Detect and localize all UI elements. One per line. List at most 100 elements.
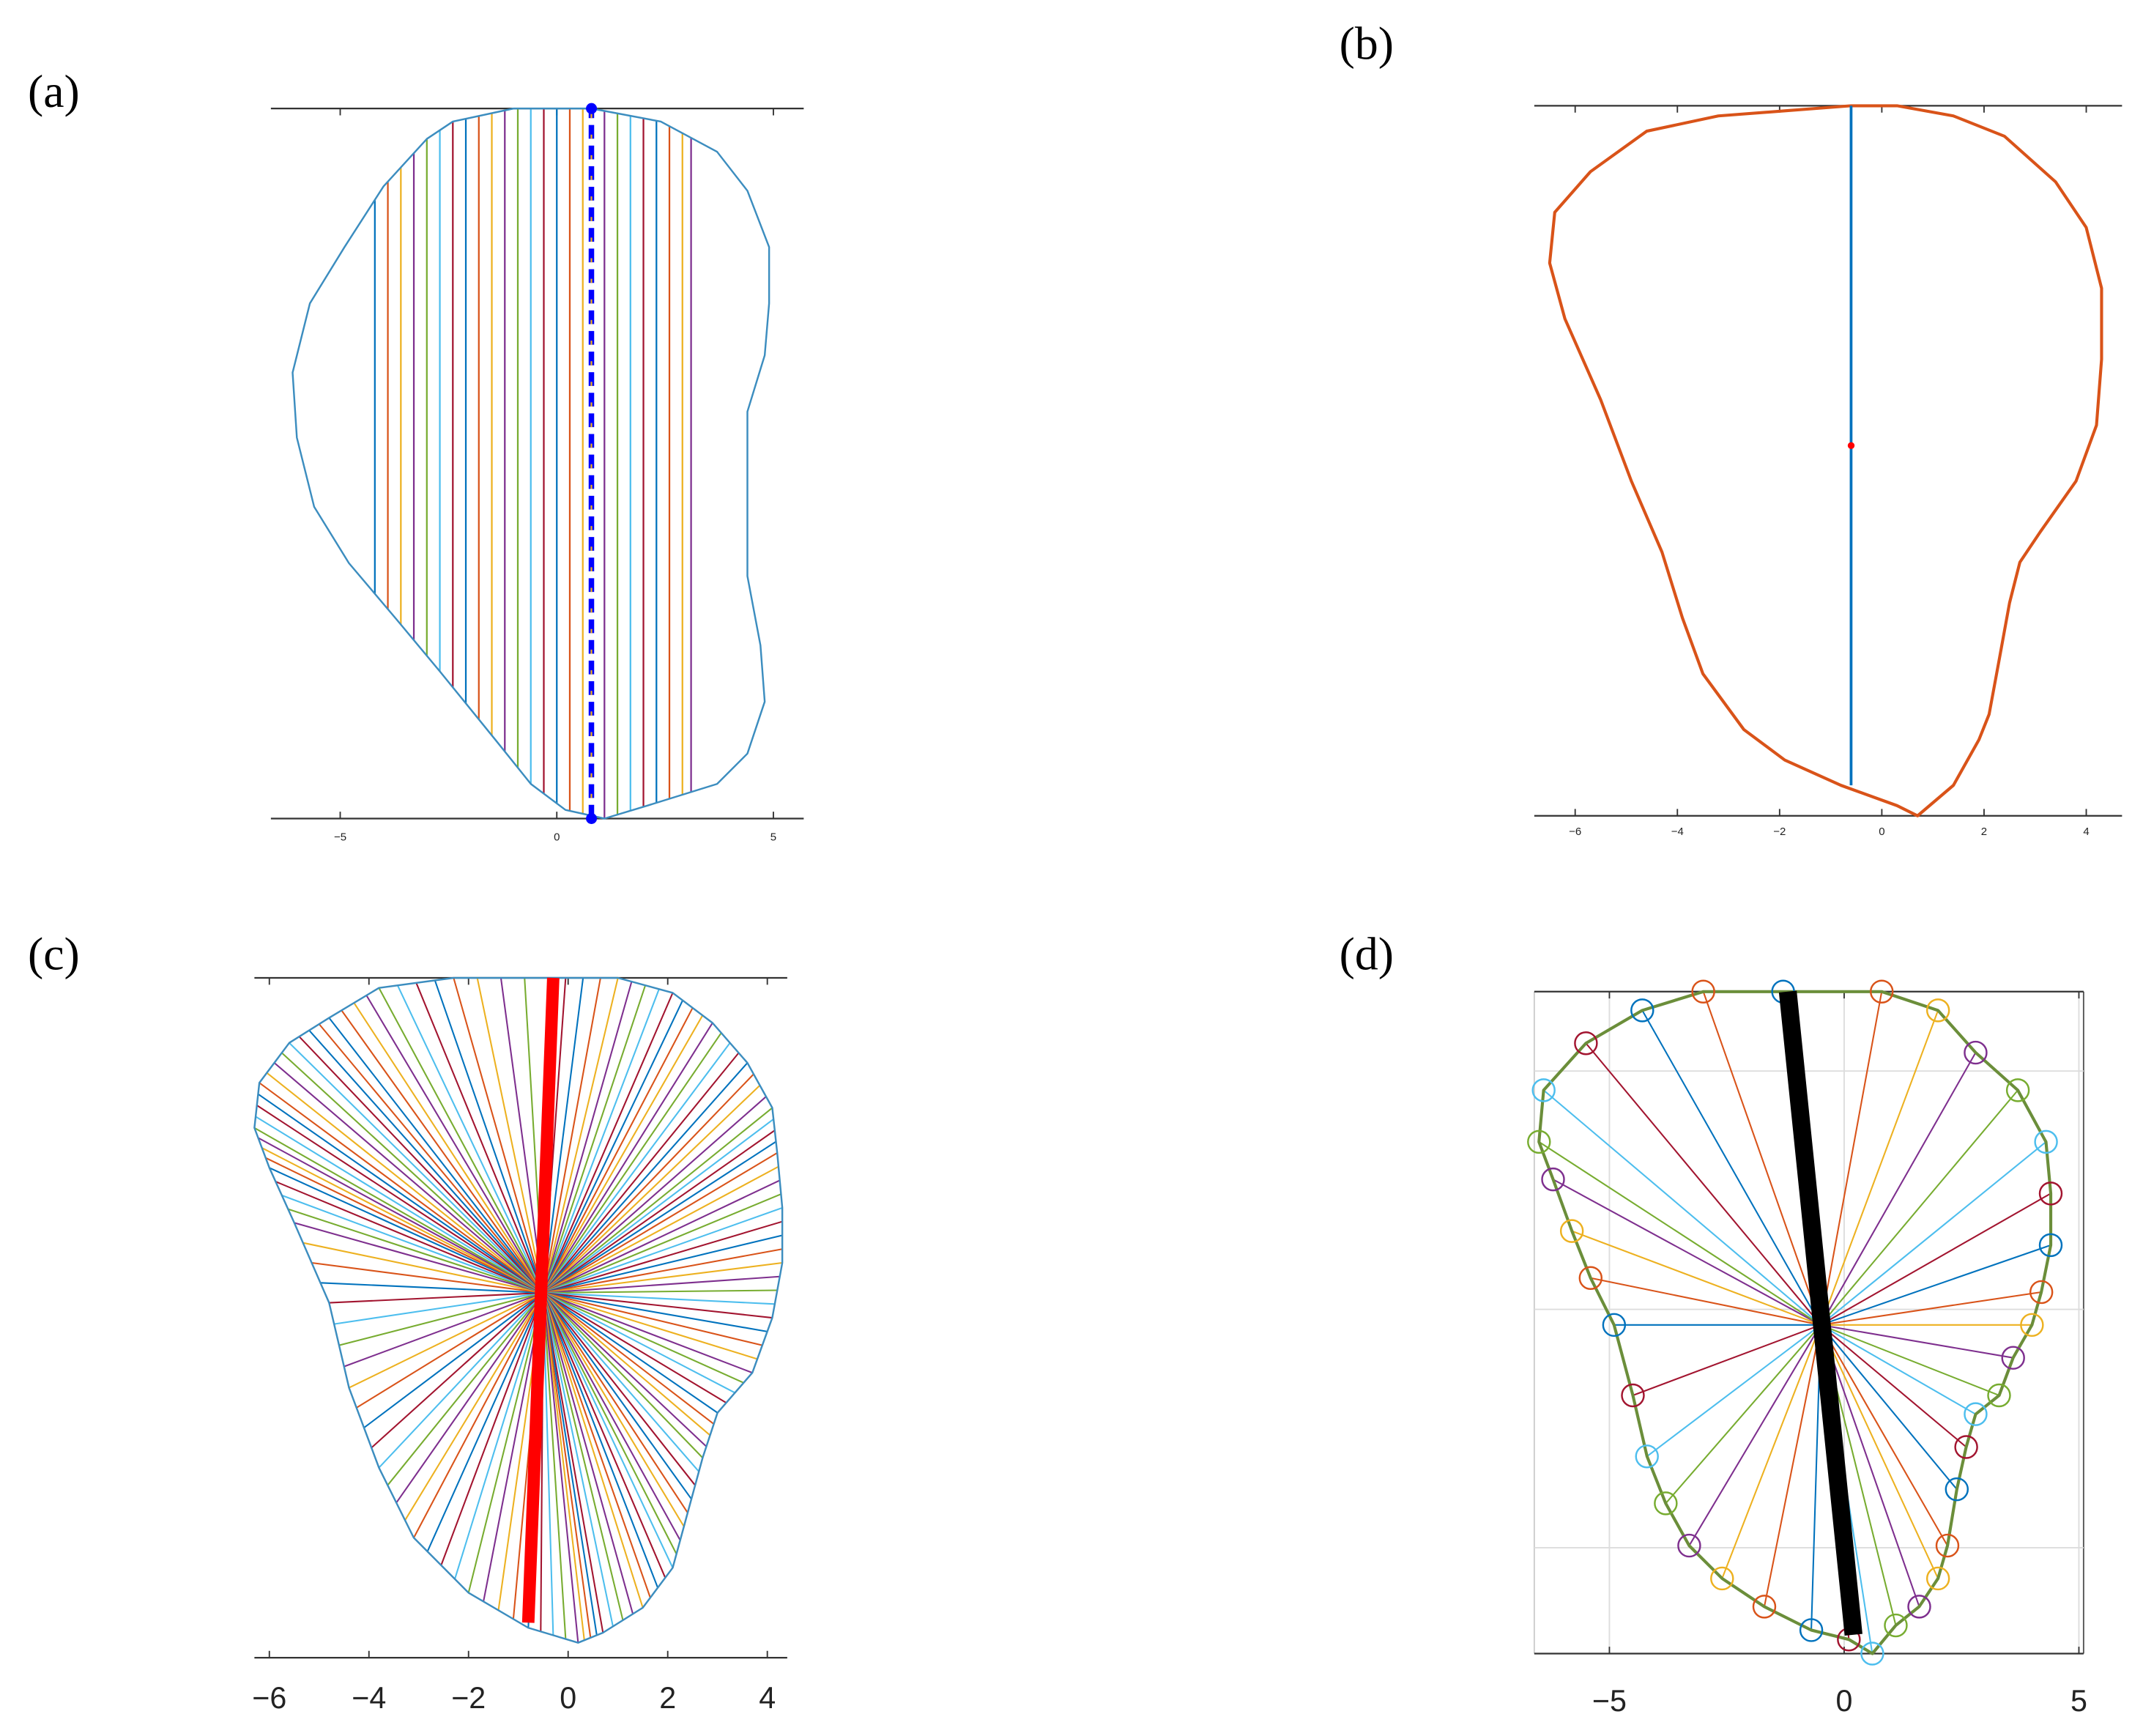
ray — [542, 1292, 688, 1513]
ray — [1820, 1244, 2051, 1326]
ray — [308, 1029, 544, 1294]
ray — [543, 1291, 775, 1305]
ray — [542, 1014, 704, 1294]
ray — [371, 1292, 544, 1449]
x-tick-label: −5 — [334, 831, 346, 844]
ray — [320, 1282, 543, 1294]
x-tick-label: −2 — [1773, 826, 1786, 838]
marker — [1691, 979, 1715, 1004]
ray — [499, 977, 544, 1294]
marker — [1710, 1566, 1734, 1591]
x-tick-label: −6 — [252, 1681, 286, 1715]
ray — [542, 1052, 740, 1294]
line — [521, 977, 560, 1623]
ray — [543, 1292, 711, 1436]
marker — [1964, 1402, 1988, 1426]
ray — [396, 984, 544, 1294]
marker — [1654, 1491, 1678, 1516]
ray — [467, 1292, 544, 1593]
ray — [543, 1289, 778, 1294]
ray — [542, 1292, 674, 1568]
ray — [265, 1157, 544, 1294]
ray — [311, 1261, 543, 1294]
panel-label: (c) — [28, 927, 80, 979]
x-tick-label: −2 — [451, 1681, 486, 1715]
marker — [1559, 1219, 1584, 1243]
ray — [1553, 1179, 1821, 1326]
ray — [440, 1292, 544, 1566]
ray — [543, 1292, 715, 1425]
ray — [543, 1206, 783, 1294]
ray — [542, 977, 601, 1294]
x-tick-label: 5 — [2070, 1684, 2087, 1718]
ray — [543, 1234, 783, 1294]
x-tick-label: −6 — [1569, 826, 1581, 838]
ray — [542, 1292, 624, 1621]
ray — [1820, 1089, 2018, 1326]
ray — [1819, 1324, 1939, 1579]
ray — [1646, 1324, 1821, 1458]
ray — [542, 1292, 699, 1472]
marker — [1964, 1040, 1988, 1065]
x-tick-label: 0 — [1835, 1684, 1852, 1718]
ray — [542, 1292, 681, 1541]
ray — [281, 1194, 544, 1294]
ray — [542, 1000, 684, 1294]
ray — [542, 981, 633, 1294]
ray — [542, 984, 647, 1294]
ray — [328, 1017, 544, 1294]
ray — [261, 1147, 544, 1294]
ray — [1820, 1192, 2051, 1326]
panel-label: (d) — [1340, 927, 1394, 979]
ray — [543, 1291, 763, 1346]
marker — [1578, 1266, 1603, 1290]
marker — [1925, 1566, 1950, 1591]
ray — [542, 993, 674, 1294]
marker — [2029, 1280, 2054, 1305]
ray — [542, 1062, 749, 1294]
ray — [543, 1292, 707, 1447]
ray — [543, 1292, 727, 1403]
ray — [404, 1292, 544, 1521]
ray — [543, 1107, 773, 1294]
ray — [1688, 1324, 1821, 1546]
ray — [543, 1291, 744, 1384]
x-tick-label: −5 — [1592, 1684, 1627, 1718]
ray — [542, 1022, 713, 1294]
ray — [542, 1292, 579, 1643]
ray — [543, 1291, 773, 1319]
marker — [1531, 1078, 1556, 1102]
ray — [365, 995, 544, 1294]
ray — [543, 1292, 735, 1394]
marker — [2001, 1346, 2025, 1370]
ray — [543, 1291, 768, 1332]
ray — [413, 1292, 544, 1538]
ray — [1820, 1324, 1958, 1490]
ray — [542, 1292, 567, 1639]
ray — [415, 982, 544, 1294]
ray — [542, 1292, 666, 1579]
ray — [266, 1072, 544, 1294]
ray — [543, 1165, 779, 1294]
ray — [302, 1242, 543, 1294]
outline — [291, 107, 770, 820]
ray — [341, 1009, 544, 1294]
ray — [542, 1292, 651, 1598]
x-tick-label: 5 — [770, 831, 776, 844]
ray — [1702, 991, 1821, 1326]
ray — [543, 1151, 778, 1294]
ray — [387, 1292, 544, 1486]
marker — [1630, 998, 1654, 1023]
ray — [543, 1084, 761, 1294]
ray — [1585, 1042, 1821, 1326]
ray — [275, 1181, 544, 1294]
ray — [542, 1292, 696, 1486]
ray — [542, 1292, 704, 1458]
ray — [542, 1292, 692, 1500]
ray — [542, 1292, 634, 1614]
ray — [1820, 1291, 2042, 1326]
ray — [543, 1179, 781, 1294]
x-tick-label: −4 — [1671, 826, 1684, 838]
